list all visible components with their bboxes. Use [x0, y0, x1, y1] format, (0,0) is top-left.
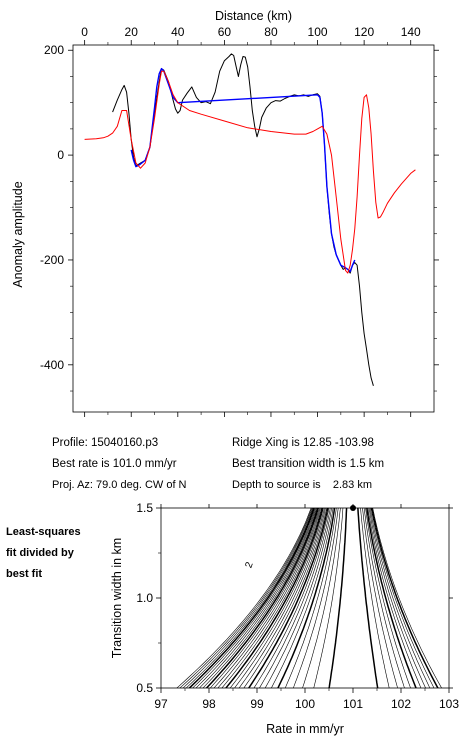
contour-line [277, 508, 336, 688]
y-tick-label: 0 [57, 148, 64, 162]
x-tick-label: 140 [401, 25, 421, 39]
ridge-crossing: Ridge Xing is 12.85 -103.98 [232, 437, 374, 449]
contour-line [195, 508, 316, 688]
x-tick-label: 60 [218, 25, 232, 39]
width-tick-label: 0.5 [136, 681, 153, 695]
x-tick-label: 0 [81, 25, 88, 39]
contour-line [360, 508, 390, 688]
rate-axis-title: Rate in mm/yr [266, 722, 344, 736]
rate-tick-label: 103 [439, 697, 459, 711]
width-axis-title: Transition width in km [110, 538, 124, 658]
y-tick-label: -400 [40, 358, 64, 372]
contour-line [271, 508, 334, 688]
contour-line [369, 508, 431, 688]
contour-lines [176, 508, 442, 688]
contour-line [264, 508, 332, 688]
contour-line [234, 508, 325, 688]
rate-tick-label: 100 [295, 697, 315, 711]
contour-line [363, 508, 405, 688]
contour-line [253, 508, 330, 688]
rate-tick-label: 98 [202, 697, 216, 711]
observed-profile-line [112, 53, 374, 386]
x-tick-label: 100 [308, 25, 328, 39]
contour-line [362, 508, 398, 688]
contour-line [192, 508, 316, 688]
profile-name: Profile: 15040160.p3 [52, 437, 159, 449]
contour-line [188, 508, 315, 688]
contour-line [370, 508, 435, 688]
contour-line [284, 508, 337, 688]
contour-value-label: 2 [244, 560, 256, 569]
least-squares-note-line: best fit [6, 568, 43, 580]
contour-line [357, 508, 379, 688]
contour-line [229, 508, 324, 688]
best-rate: Best rate is 101.0 mm/yr [52, 458, 177, 470]
contour-line [185, 508, 314, 688]
x-tick-label: 120 [354, 25, 374, 39]
contour-line [367, 508, 422, 688]
contour-line [179, 508, 313, 688]
x-tick-label: 20 [125, 25, 139, 39]
contour-line [217, 508, 321, 688]
contour-line [328, 508, 348, 688]
x-axis-title: Distance (km) [215, 9, 292, 23]
width-tick-label: 1.0 [136, 591, 153, 605]
contour-line [224, 508, 324, 688]
contour-line [209, 508, 320, 688]
width-tick-label: 1.5 [136, 501, 153, 515]
contour-line [205, 508, 319, 688]
contour-line [202, 508, 318, 688]
best-fit-marker [350, 505, 356, 511]
least-squares-note-line: Least-squares [6, 526, 81, 538]
x-tick-label: 40 [171, 25, 185, 39]
contour-line [292, 508, 339, 688]
contour-line [371, 508, 439, 688]
profile-plot-frame [72, 44, 435, 413]
contour-line [372, 508, 442, 688]
contour-line [213, 508, 321, 688]
contour-line [247, 508, 329, 688]
depth-to-source: Depth to source is 2.83 km [232, 479, 373, 491]
contour-line [365, 508, 411, 688]
y-tick-label: 200 [44, 43, 64, 57]
contour-line [238, 508, 326, 688]
y-tick-label: -200 [40, 253, 64, 267]
least-squares-note: Least-squares fit divided by best fit [6, 522, 81, 585]
model-profile-line [84, 70, 416, 274]
contour-line [182, 508, 313, 688]
rate-tick-label: 99 [250, 697, 264, 711]
contour-line [366, 508, 417, 688]
rate-tick-label: 101 [343, 697, 363, 711]
least-squares-note-line: fit divided by [6, 547, 74, 559]
contour-line [199, 508, 317, 688]
contour-line [302, 508, 341, 688]
best-transition-width: Best transition width is 1.5 km [232, 458, 385, 470]
rate-tick-label: 97 [154, 697, 168, 711]
contour-line [176, 508, 312, 688]
contour-line [313, 508, 344, 688]
contour-line [259, 508, 331, 688]
fitted-segment-line [130, 67, 356, 273]
y-axis-title: Anomaly amplitude [11, 181, 25, 287]
x-tick-label: 80 [264, 25, 278, 39]
contour-line [221, 508, 322, 688]
contour-line [368, 508, 426, 688]
projection-azimuth: Proj. Az: 79.0 deg. CW of N [52, 479, 187, 491]
contour-line [243, 508, 328, 688]
rate-tick-label: 102 [391, 697, 411, 711]
